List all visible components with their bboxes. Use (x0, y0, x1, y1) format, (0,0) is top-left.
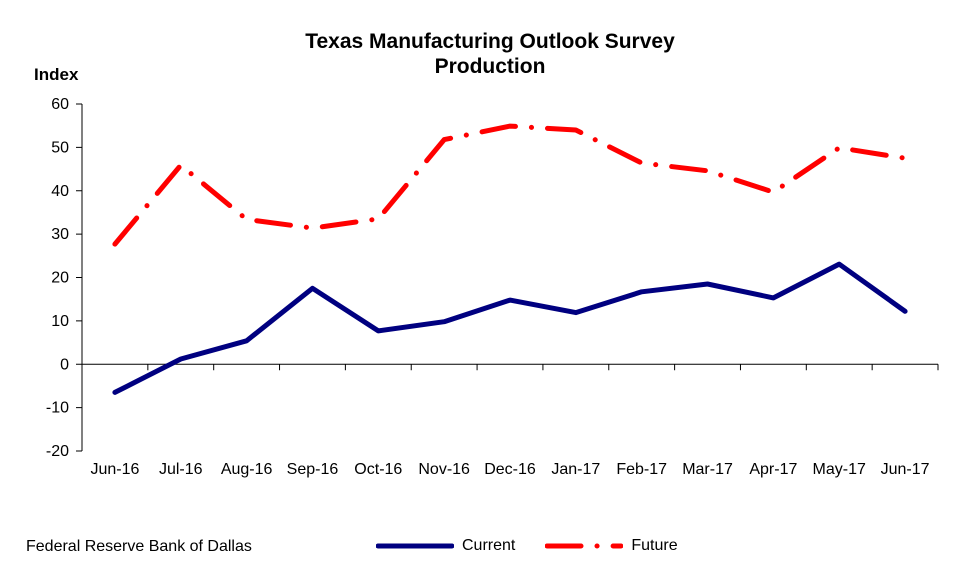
x-tick-label: Sep-16 (287, 461, 339, 478)
x-tick-label: Jun-17 (881, 461, 930, 478)
x-tick-label: Jun-16 (90, 461, 139, 478)
y-tick-label: 10 (51, 313, 69, 330)
y-tick-label: 50 (51, 139, 69, 156)
x-tick-label: Mar-17 (682, 461, 733, 478)
y-tick-label: 0 (60, 356, 69, 373)
legend-swatch-future (545, 543, 624, 549)
legend: Current Future (376, 535, 708, 557)
series-line-current (112, 261, 908, 395)
source-footer: Federal Reserve Bank of Dallas (26, 538, 252, 555)
series-line-future (112, 123, 908, 247)
y-tick-label: -10 (46, 400, 69, 417)
x-tick-label: May-17 (813, 461, 866, 478)
y-tick-label: 60 (51, 96, 69, 113)
x-tick-label: Apr-17 (749, 461, 797, 478)
legend-swatch-current (376, 543, 454, 549)
x-tick-label: Nov-16 (418, 461, 470, 478)
x-tick-label: Aug-16 (221, 461, 273, 478)
legend-item-future: Future (545, 537, 678, 555)
x-tick-label: Oct-16 (354, 461, 402, 478)
y-tick-label: 30 (51, 226, 69, 243)
x-tick-label: Feb-17 (616, 461, 667, 478)
x-tick-label: Jan-17 (551, 461, 600, 478)
chart-title: Texas Manufacturing Outlook Survey (305, 30, 675, 53)
legend-label-current: Current (462, 537, 516, 554)
y-tick-label: -20 (46, 443, 69, 460)
x-tick-label: Jul-16 (159, 461, 203, 478)
y-tick-label: 40 (51, 183, 69, 200)
x-tick-label: Dec-16 (484, 461, 536, 478)
y-tick-label: 20 (51, 270, 69, 287)
chart-subtitle: Production (435, 55, 546, 78)
legend-item-current: Current (376, 537, 515, 555)
legend-label-future: Future (631, 537, 678, 554)
y-axis-label: Index (34, 65, 79, 84)
